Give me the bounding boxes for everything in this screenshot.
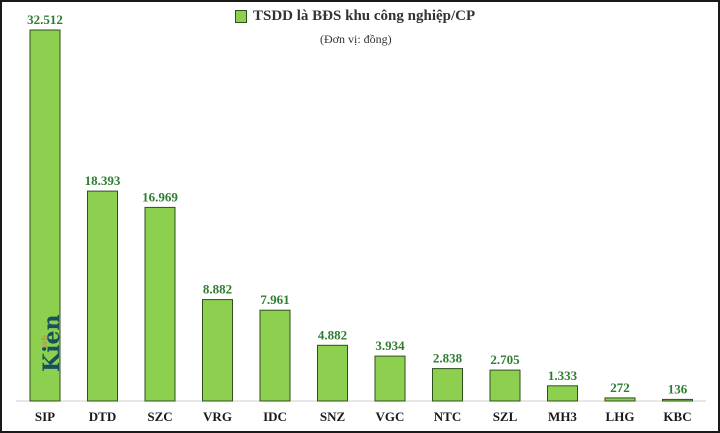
category-label-mh3: MH3 bbox=[548, 409, 577, 424]
legend-swatch bbox=[235, 10, 247, 23]
value-label-vgc: 3.934 bbox=[375, 338, 405, 353]
bar-vrg bbox=[202, 299, 233, 402]
value-label-mh3: 1.333 bbox=[548, 368, 578, 383]
value-label-dtd: 18.393 bbox=[85, 173, 121, 188]
value-label-ntc: 2.838 bbox=[433, 351, 463, 366]
bar-dtd bbox=[87, 190, 118, 402]
category-label-idc: IDC bbox=[263, 409, 287, 424]
category-label-szc: SZC bbox=[147, 409, 172, 424]
legend-label: TSDD là BĐS khu công nghiệp/CP bbox=[253, 8, 476, 24]
bar-vgc bbox=[374, 355, 406, 402]
bar-szl bbox=[489, 369, 521, 402]
category-labels-layer: SIP DTD SZC VRG IDC SNZ VGC NTC SZL MH3 LHG KBC bbox=[35, 409, 692, 424]
bar-kbc bbox=[662, 398, 693, 402]
bar-sip bbox=[29, 29, 61, 402]
watermark-small-text: wb bbox=[40, 334, 49, 348]
category-label-snz: SNZ bbox=[320, 409, 346, 424]
bars-layer bbox=[29, 29, 693, 402]
value-label-snz: 4.882 bbox=[318, 327, 347, 342]
category-label-sip: SIP bbox=[35, 409, 55, 424]
value-label-lhg: 272 bbox=[610, 380, 630, 395]
watermark-logo: Kien wb bbox=[30, 315, 90, 398]
bar-lhg bbox=[604, 397, 636, 402]
category-label-vrg: VRG bbox=[203, 409, 232, 424]
bar-snz bbox=[317, 344, 348, 402]
chart-subtitle: (Đơn vị: đồng) bbox=[320, 32, 392, 46]
category-label-kbc: KBC bbox=[663, 409, 691, 424]
bar-idc bbox=[259, 309, 291, 402]
chart-legend: TSDD là BĐS khu công nghiệp/CP bbox=[235, 8, 475, 25]
category-label-vgc: VGC bbox=[376, 409, 405, 424]
bar-mh3 bbox=[547, 385, 578, 402]
bar-ntc bbox=[432, 368, 463, 402]
bar-szc bbox=[144, 206, 176, 402]
value-label-szc: 16.969 bbox=[142, 189, 178, 204]
category-label-dtd: DTD bbox=[89, 409, 116, 424]
value-label-idc: 7.961 bbox=[260, 292, 289, 307]
category-label-szl: SZL bbox=[493, 409, 518, 424]
value-label-kbc: 136 bbox=[668, 381, 688, 396]
value-labels-layer: 32.512 18.393 16.969 8.882 7.961 4.882 3.934 2.… bbox=[27, 12, 688, 396]
value-label-sip: 32.512 bbox=[27, 12, 63, 27]
value-label-vrg: 8.882 bbox=[203, 282, 232, 297]
value-label-szl: 2.705 bbox=[490, 352, 520, 367]
category-label-ntc: NTC bbox=[434, 409, 461, 424]
category-label-lhg: LHG bbox=[606, 409, 635, 424]
